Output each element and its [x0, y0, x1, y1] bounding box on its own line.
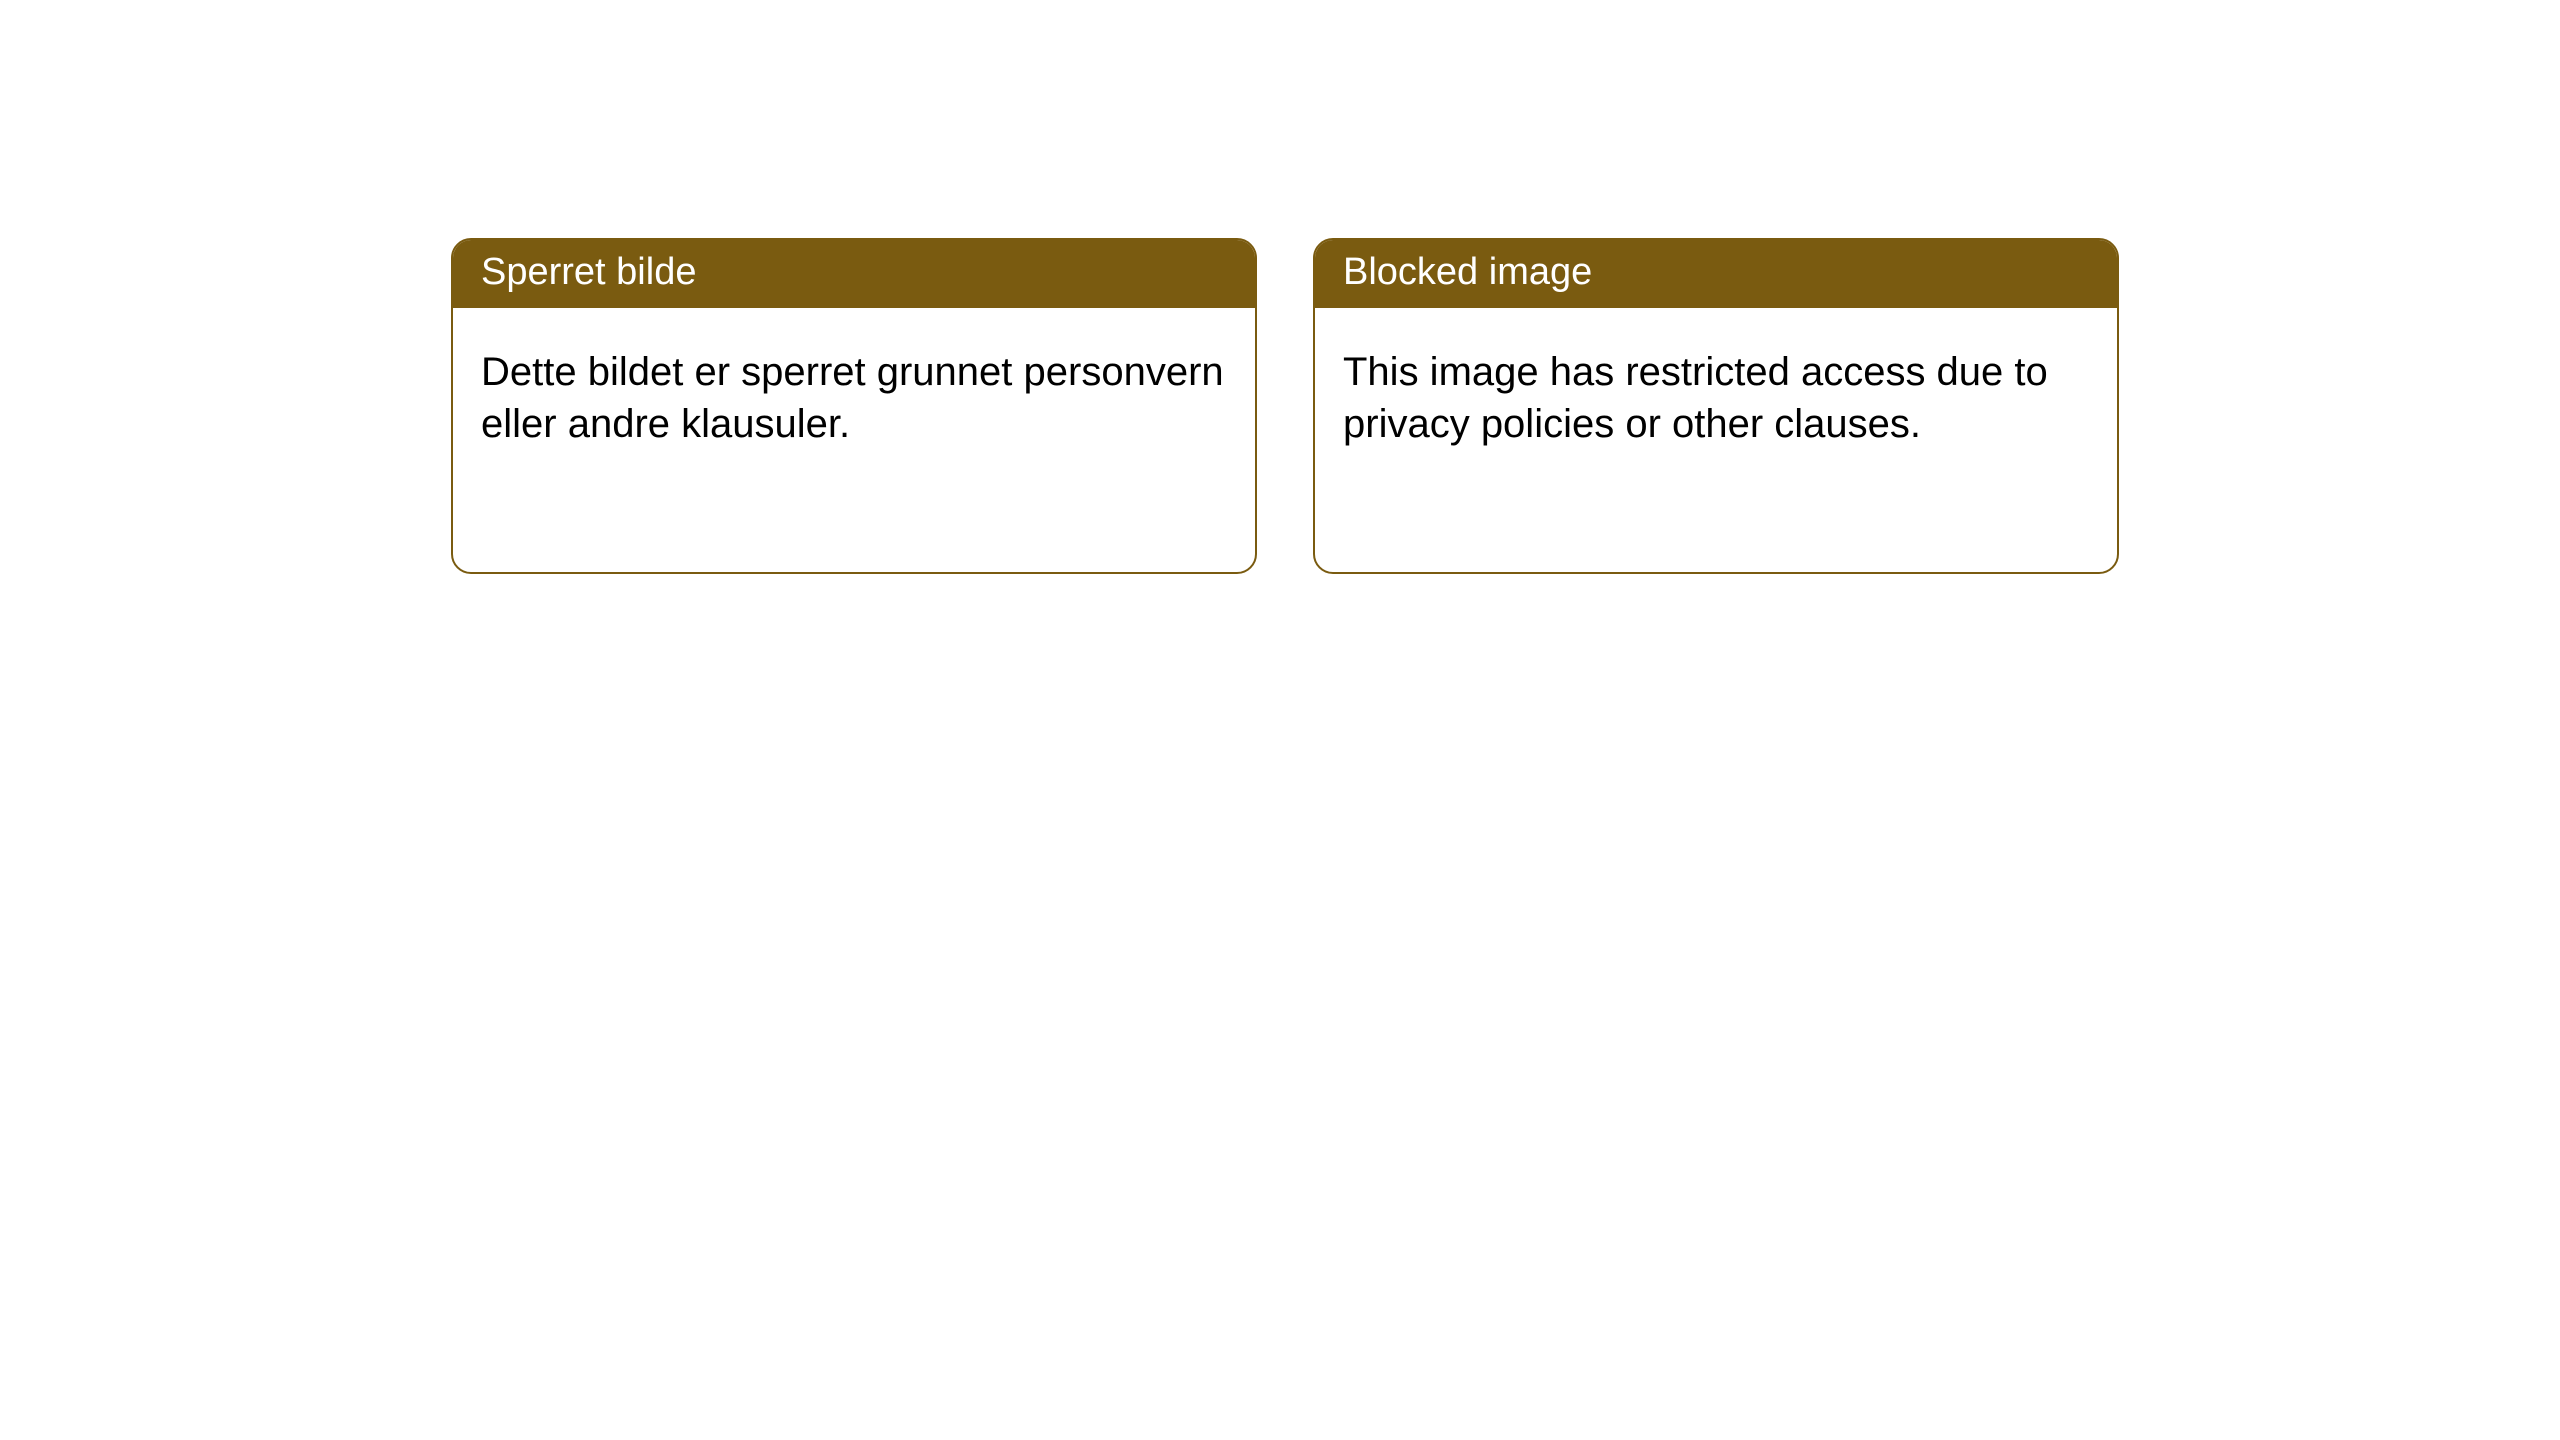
notice-title: Sperret bilde: [453, 240, 1255, 308]
notice-card-norwegian: Sperret bilde Dette bildet er sperret gr…: [451, 238, 1257, 574]
notice-container: Sperret bilde Dette bildet er sperret gr…: [0, 0, 2560, 574]
notice-body-text: This image has restricted access due to …: [1315, 308, 2117, 488]
notice-body-text: Dette bildet er sperret grunnet personve…: [453, 308, 1255, 488]
notice-card-english: Blocked image This image has restricted …: [1313, 238, 2119, 574]
notice-title: Blocked image: [1315, 240, 2117, 308]
